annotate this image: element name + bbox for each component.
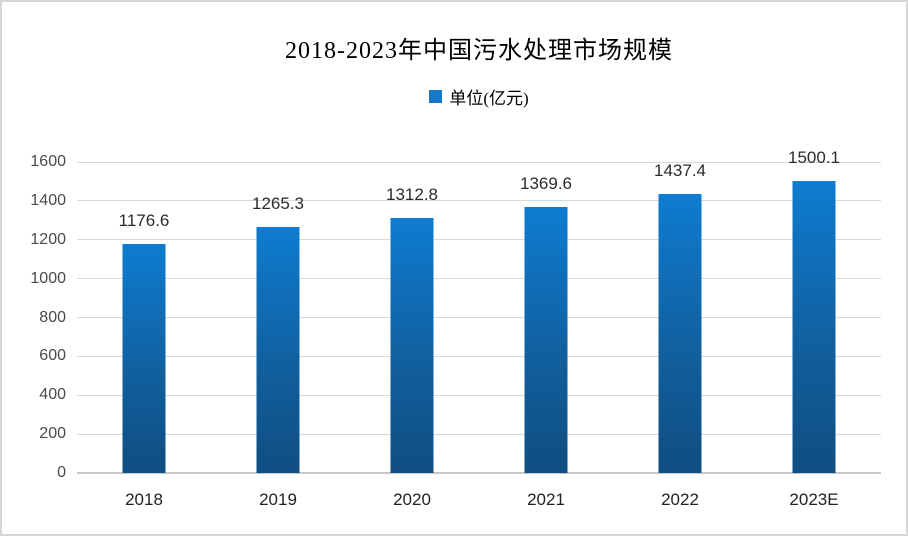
bar: [256, 227, 300, 473]
y-tick-label: 400: [39, 386, 66, 404]
plot-area: 0 200 400 600 800 1000 1200 1400 1600 1176.6 2018 1…: [30, 148, 881, 509]
bar-value-label: 1312.8: [386, 184, 438, 204]
bar-value-label: 1437.4: [654, 160, 706, 180]
legend-label: 单位(亿元): [449, 89, 529, 108]
gridline: [77, 278, 881, 280]
bar-value-label: 1176.6: [118, 211, 170, 231]
y-tick-label: 200: [39, 425, 66, 443]
legend: 单位(亿元): [77, 84, 881, 109]
bar-value-label: 1265.3: [252, 194, 304, 214]
y-tick-label: 600: [39, 347, 66, 365]
bar: [658, 193, 702, 473]
bar: [390, 217, 434, 473]
y-tick-label: 1000: [30, 269, 66, 287]
bar-value-label: 1369.6: [520, 173, 572, 193]
gridline: [77, 355, 881, 357]
legend-marker-icon: [429, 90, 443, 103]
y-tick-label: 1200: [30, 230, 66, 248]
gridline: [77, 317, 881, 318]
x-tick-label: 2021: [527, 490, 565, 509]
gridline: [77, 161, 881, 163]
x-tick-label: 2018: [125, 490, 163, 509]
y-tick-label: 1600: [30, 153, 66, 170]
x-tick-label: 2023E: [789, 490, 839, 509]
gridline: [77, 433, 881, 435]
gridline: [77, 394, 881, 396]
bar-value-label: 1500.1: [788, 148, 840, 168]
x-tick-label: 2019: [259, 490, 297, 509]
y-tick-label: 0: [57, 464, 66, 481]
x-tick-label: 2020: [393, 490, 431, 509]
bar: [122, 244, 166, 473]
chart-title: 2018-2023年中国污水处理市场规模: [285, 38, 673, 64]
bar: [524, 206, 568, 473]
x-tick-label: 2022: [661, 490, 699, 509]
bar: [792, 181, 836, 473]
x-axis-line: [77, 472, 881, 474]
gridline: [77, 200, 881, 202]
y-tick-label: 800: [39, 308, 66, 326]
gridline: [77, 239, 881, 241]
y-tick-label: 1400: [30, 191, 66, 209]
